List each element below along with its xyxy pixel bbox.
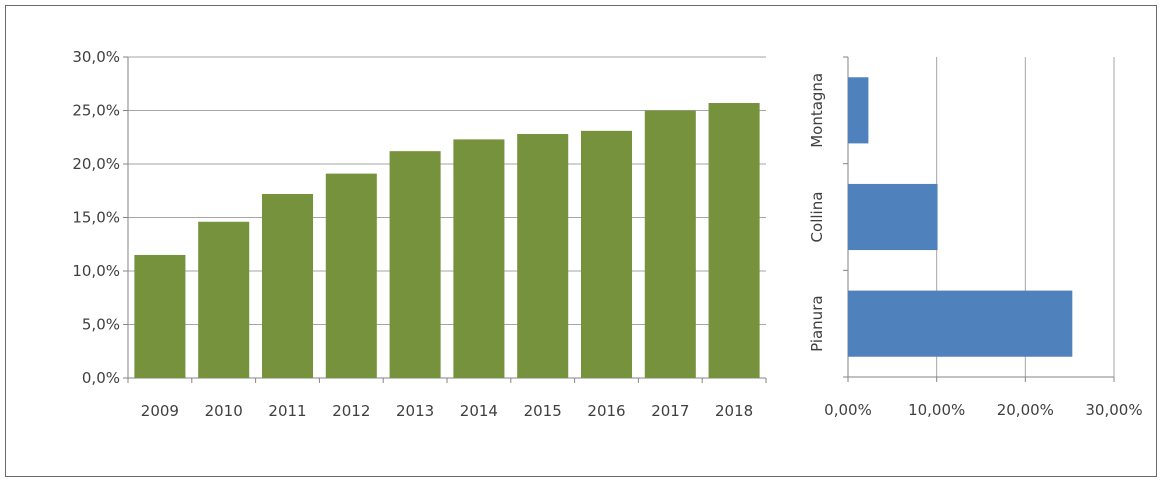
bar-2010 xyxy=(198,221,250,378)
y-tick-label: 30,0% xyxy=(72,48,120,66)
bar-pianura xyxy=(848,290,1073,357)
y-tick-label: 5,0% xyxy=(82,316,120,334)
bar-2012 xyxy=(325,173,377,378)
bar-2014 xyxy=(453,139,505,378)
x-tick-label: 2012 xyxy=(332,402,370,420)
x-tick-label: 10,00% xyxy=(908,401,965,419)
bar-2017 xyxy=(644,110,696,378)
y-tick-label: 10,0% xyxy=(72,262,120,280)
x-tick-label: 2016 xyxy=(587,402,625,420)
x-tick-label: 2018 xyxy=(715,402,753,420)
bar-2018 xyxy=(708,103,760,378)
x-tick-label: 2013 xyxy=(396,402,434,420)
y-tick-label: 20,0% xyxy=(72,155,120,173)
category-label: Montagna xyxy=(808,73,826,148)
yearly-bar-chart: 0,0% 5,0% 10,0% 15,0% 20,0% 25,0% 30,0% 2009 201… xyxy=(72,48,767,420)
x-tick-label: 2009 xyxy=(141,402,179,420)
x-tick-label: 2015 xyxy=(524,402,562,420)
bar-collina xyxy=(848,183,938,251)
y-tick-label: 25,0% xyxy=(72,102,120,120)
category-label: Collina xyxy=(808,192,826,243)
x-tick-label: 30,00% xyxy=(1085,401,1142,419)
x-tick-label: 2014 xyxy=(460,402,498,420)
x-tick-label: 2017 xyxy=(651,402,689,420)
bar-2013 xyxy=(389,151,441,378)
x-tick-label: 2010 xyxy=(205,402,243,420)
x-tick-label: 2011 xyxy=(268,402,306,420)
x-tick-label: 20,00% xyxy=(997,401,1054,419)
y-tick-label: 0,0% xyxy=(82,369,120,387)
bar-2009 xyxy=(134,254,186,378)
x-tick-label: 0,00% xyxy=(824,401,872,419)
category-label: Pianura xyxy=(808,295,826,351)
bar-2016 xyxy=(580,130,633,378)
y-tick-label: 15,0% xyxy=(72,209,120,227)
terrain-bar-chart: 0,00% 10,00% 20,00% 30,00% Pianura Collina Mon… xyxy=(808,56,1143,419)
bar-montagna xyxy=(848,77,869,144)
bar-2015 xyxy=(517,134,569,378)
bar-2011 xyxy=(261,193,314,378)
